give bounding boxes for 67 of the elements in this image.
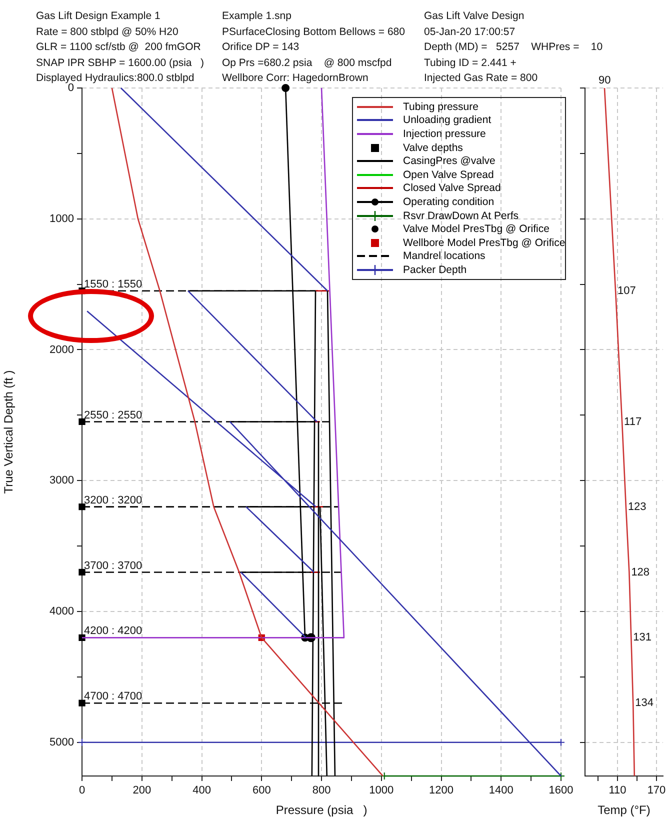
x-tick-label: 1200 [429, 784, 454, 797]
x-tick-label: 1400 [488, 784, 514, 797]
legend-label: Valve Model PresTbg @ Orifice [403, 223, 550, 236]
legend-label: Tubing pressure [403, 100, 478, 113]
y-tick-label: 5000 [50, 736, 74, 748]
text: Injected Gas Rate = 800 [424, 72, 538, 84]
y-tick-label: 1000 [50, 212, 74, 225]
legend-label: Valve depths [403, 142, 463, 154]
text: Wellbore Corr: HagedornBrown [222, 72, 370, 86]
annotation: 128 [631, 566, 650, 578]
text: Depth (MD) = 5257 WHPres = 10 [424, 41, 604, 55]
y-axis-title: True Vertical Depth (ft ) [2, 370, 16, 494]
x-tick-label: 600 [252, 784, 271, 797]
text: 05-Jan-20 17:00:57 [424, 26, 516, 40]
x-tick-label: 1000 [369, 784, 394, 797]
legend-label: Open Valve Spread [403, 168, 494, 181]
annotation: 123 [628, 500, 646, 513]
x-tick-label: 0 [78, 784, 86, 797]
annotation: 4200 : 4200 [84, 625, 142, 638]
point [78, 738, 86, 746]
x-tick-label: 800 [312, 784, 331, 797]
annotation: 90 [598, 74, 611, 87]
x-tick-label: 400 [192, 784, 211, 797]
x-axis-title: Pressure (psia ) [276, 803, 368, 818]
annotation: 131 [633, 632, 652, 644]
y-tick-label: 2000 [50, 344, 74, 356]
y-tick-label: 4000 [50, 606, 74, 618]
y-tick-label: 0 [68, 82, 74, 94]
text: Example 1.snp [222, 10, 292, 24]
text: Tubing ID = 2.441 + [424, 56, 518, 70]
legend-label: Unloading gradient [403, 114, 492, 126]
text: GLR = 1100 scf/stb @ 200 fmGOR [36, 41, 202, 55]
chart-title: Gas Lift Design Example 1 [36, 10, 162, 24]
legend-label: Operating condition [403, 196, 494, 208]
x-tick-label: 200 [132, 784, 152, 797]
annotation: 4700 : 4700 [84, 690, 142, 703]
annotation: 2550 : 2550 [84, 409, 142, 422]
annotation: 1550 : 1550 [84, 278, 142, 290]
legend-label: Injection pressure [403, 128, 486, 140]
legend-label: Wellbore Model PresTbg @ Orifice [403, 236, 566, 249]
annotation: 117 [624, 416, 642, 428]
text: Op Prs =680.2 psia @ 800 mscfpd [222, 56, 393, 70]
text: Orifice DP = 143 [222, 41, 300, 55]
annotation: 134 [635, 697, 654, 710]
legend-label: Mandrel locations [403, 250, 486, 262]
x-tick-label: 1600 [548, 784, 574, 797]
point [78, 418, 86, 426]
legend-label: Rsvr DrawDown At Perfs [403, 210, 519, 222]
text: Gas Lift Valve Design [424, 10, 526, 24]
text: Rate = 800 stblpd @ 50% H20 [36, 26, 180, 40]
x-tick-label: 170 [647, 784, 666, 797]
annotation: 107 [618, 284, 636, 297]
x-tick-label: 110 [608, 784, 626, 797]
point [78, 568, 86, 576]
point [282, 84, 290, 92]
y-tick-label: 3000 [50, 474, 74, 487]
point [78, 700, 86, 706]
legend-label: Packer Depth [403, 264, 467, 276]
annotation: 3200 : 3200 [84, 494, 142, 506]
legend-label: CasingPres @valve [403, 155, 496, 168]
point [78, 503, 86, 510]
text: SNAP IPR SBHP = 1600.00 (psia ) [36, 56, 205, 70]
annotation: 3700 : 3700 [84, 560, 142, 572]
text: PSurfaceClosing Bottom Bellows = 680 [222, 26, 406, 40]
x-axis-title: Temp (°F) [598, 803, 650, 818]
legend-label: Closed Valve Spread [403, 182, 501, 194]
point [557, 738, 565, 746]
